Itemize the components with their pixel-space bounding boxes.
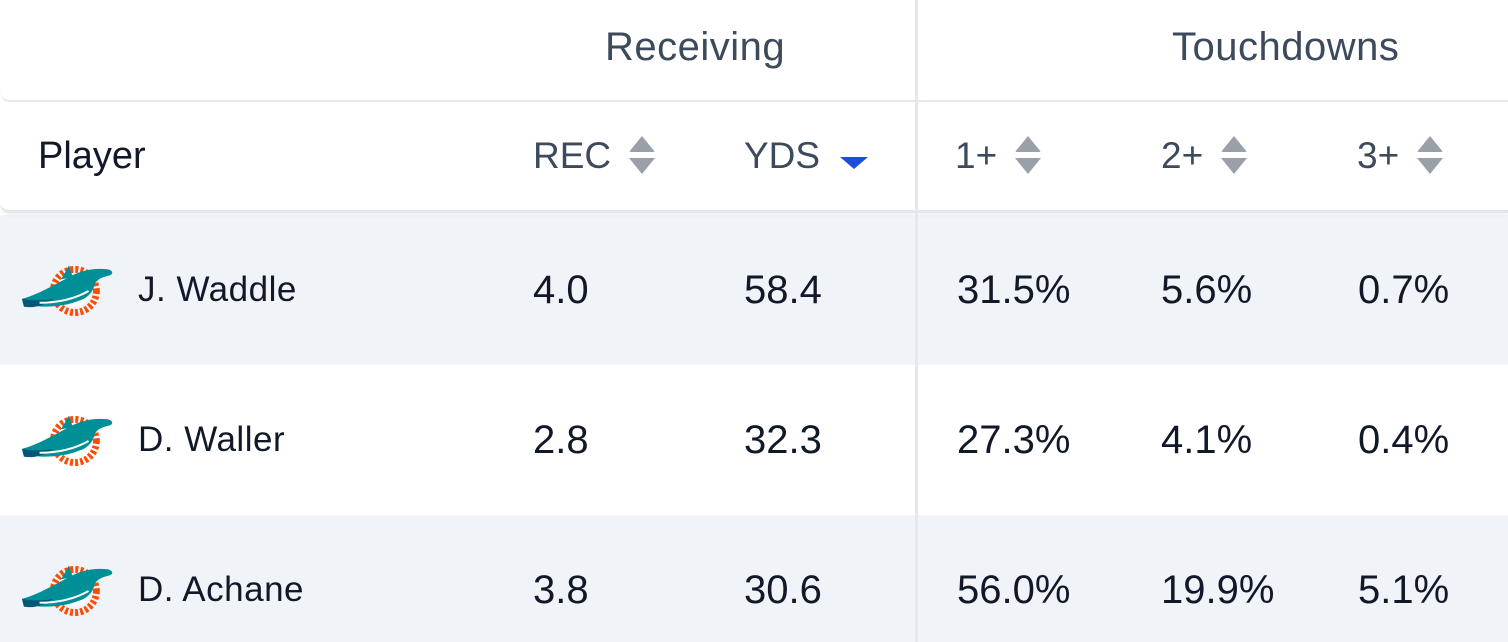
td3-value: 0.4%: [1358, 418, 1450, 462]
td1-value: 31.5%: [957, 268, 1071, 312]
yds-value: 58.4: [744, 268, 822, 312]
miami-dolphins-logo-icon: [21, 265, 113, 316]
column-td2-sort[interactable]: 2+: [1161, 102, 1248, 210]
player-cell[interactable]: D. Waller: [18, 365, 285, 515]
group-receiving: Receiving: [605, 25, 786, 69]
group-touchdowns: Touchdowns: [1172, 25, 1400, 69]
column-header-row: Player REC YDS 1+ 2+ 3+: [0, 102, 1508, 213]
table-row[interactable]: J. Waddle 4.0 58.4 31.5% 5.6% 0.7%: [0, 215, 1508, 365]
column-rec-label: REC: [533, 135, 612, 176]
group-header-row: Receiving Touchdowns: [0, 0, 1508, 102]
td1-value: 56.0%: [957, 568, 1071, 612]
rec-value: 2.8: [533, 418, 589, 462]
column-td2-label: 2+: [1161, 135, 1204, 176]
table-row[interactable]: D. Achane 3.8 30.6 56.0% 19.9% 5.1%: [0, 515, 1508, 642]
miami-dolphins-logo-icon: [21, 415, 113, 466]
player-name[interactable]: D. Waller: [138, 420, 286, 459]
column-yds-label: YDS: [744, 135, 821, 176]
column-td1-sort[interactable]: 1+: [955, 102, 1042, 210]
rec-value: 3.8: [533, 568, 589, 612]
column-divider: [915, 0, 918, 642]
sort-icon[interactable]: [1417, 136, 1444, 176]
player-cell[interactable]: J. Waddle: [18, 215, 297, 365]
td2-value: 19.9%: [1161, 568, 1275, 612]
sort-icon[interactable]: [1015, 136, 1042, 176]
sort-descending-icon[interactable]: [840, 157, 869, 169]
sort-icon[interactable]: [1221, 136, 1248, 176]
rec-value: 4.0: [533, 268, 589, 312]
td1-value: 27.3%: [957, 418, 1071, 462]
column-td3-sort[interactable]: 3+: [1357, 102, 1444, 210]
player-name[interactable]: J. Waddle: [138, 270, 297, 309]
td2-value: 5.6%: [1161, 268, 1253, 312]
column-rec-sort[interactable]: REC: [533, 102, 656, 210]
td3-value: 5.1%: [1358, 568, 1450, 612]
sort-icon[interactable]: [629, 136, 656, 176]
player-name[interactable]: D. Achane: [138, 570, 304, 609]
player-cell[interactable]: D. Achane: [18, 515, 304, 642]
yds-value: 32.3: [744, 418, 822, 462]
column-player-label: Player: [38, 134, 146, 177]
yds-value: 30.6: [744, 568, 822, 612]
column-td3-label: 3+: [1357, 135, 1400, 176]
column-player: Player: [38, 102, 146, 210]
td2-value: 4.1%: [1161, 418, 1253, 462]
column-yds-sort[interactable]: YDS: [744, 102, 869, 210]
td3-value: 0.7%: [1358, 268, 1450, 312]
table-row[interactable]: D. Waller 2.8 32.3 27.3% 4.1% 0.4%: [0, 365, 1508, 515]
column-td1-label: 1+: [955, 135, 998, 176]
miami-dolphins-logo-icon: [21, 565, 113, 616]
